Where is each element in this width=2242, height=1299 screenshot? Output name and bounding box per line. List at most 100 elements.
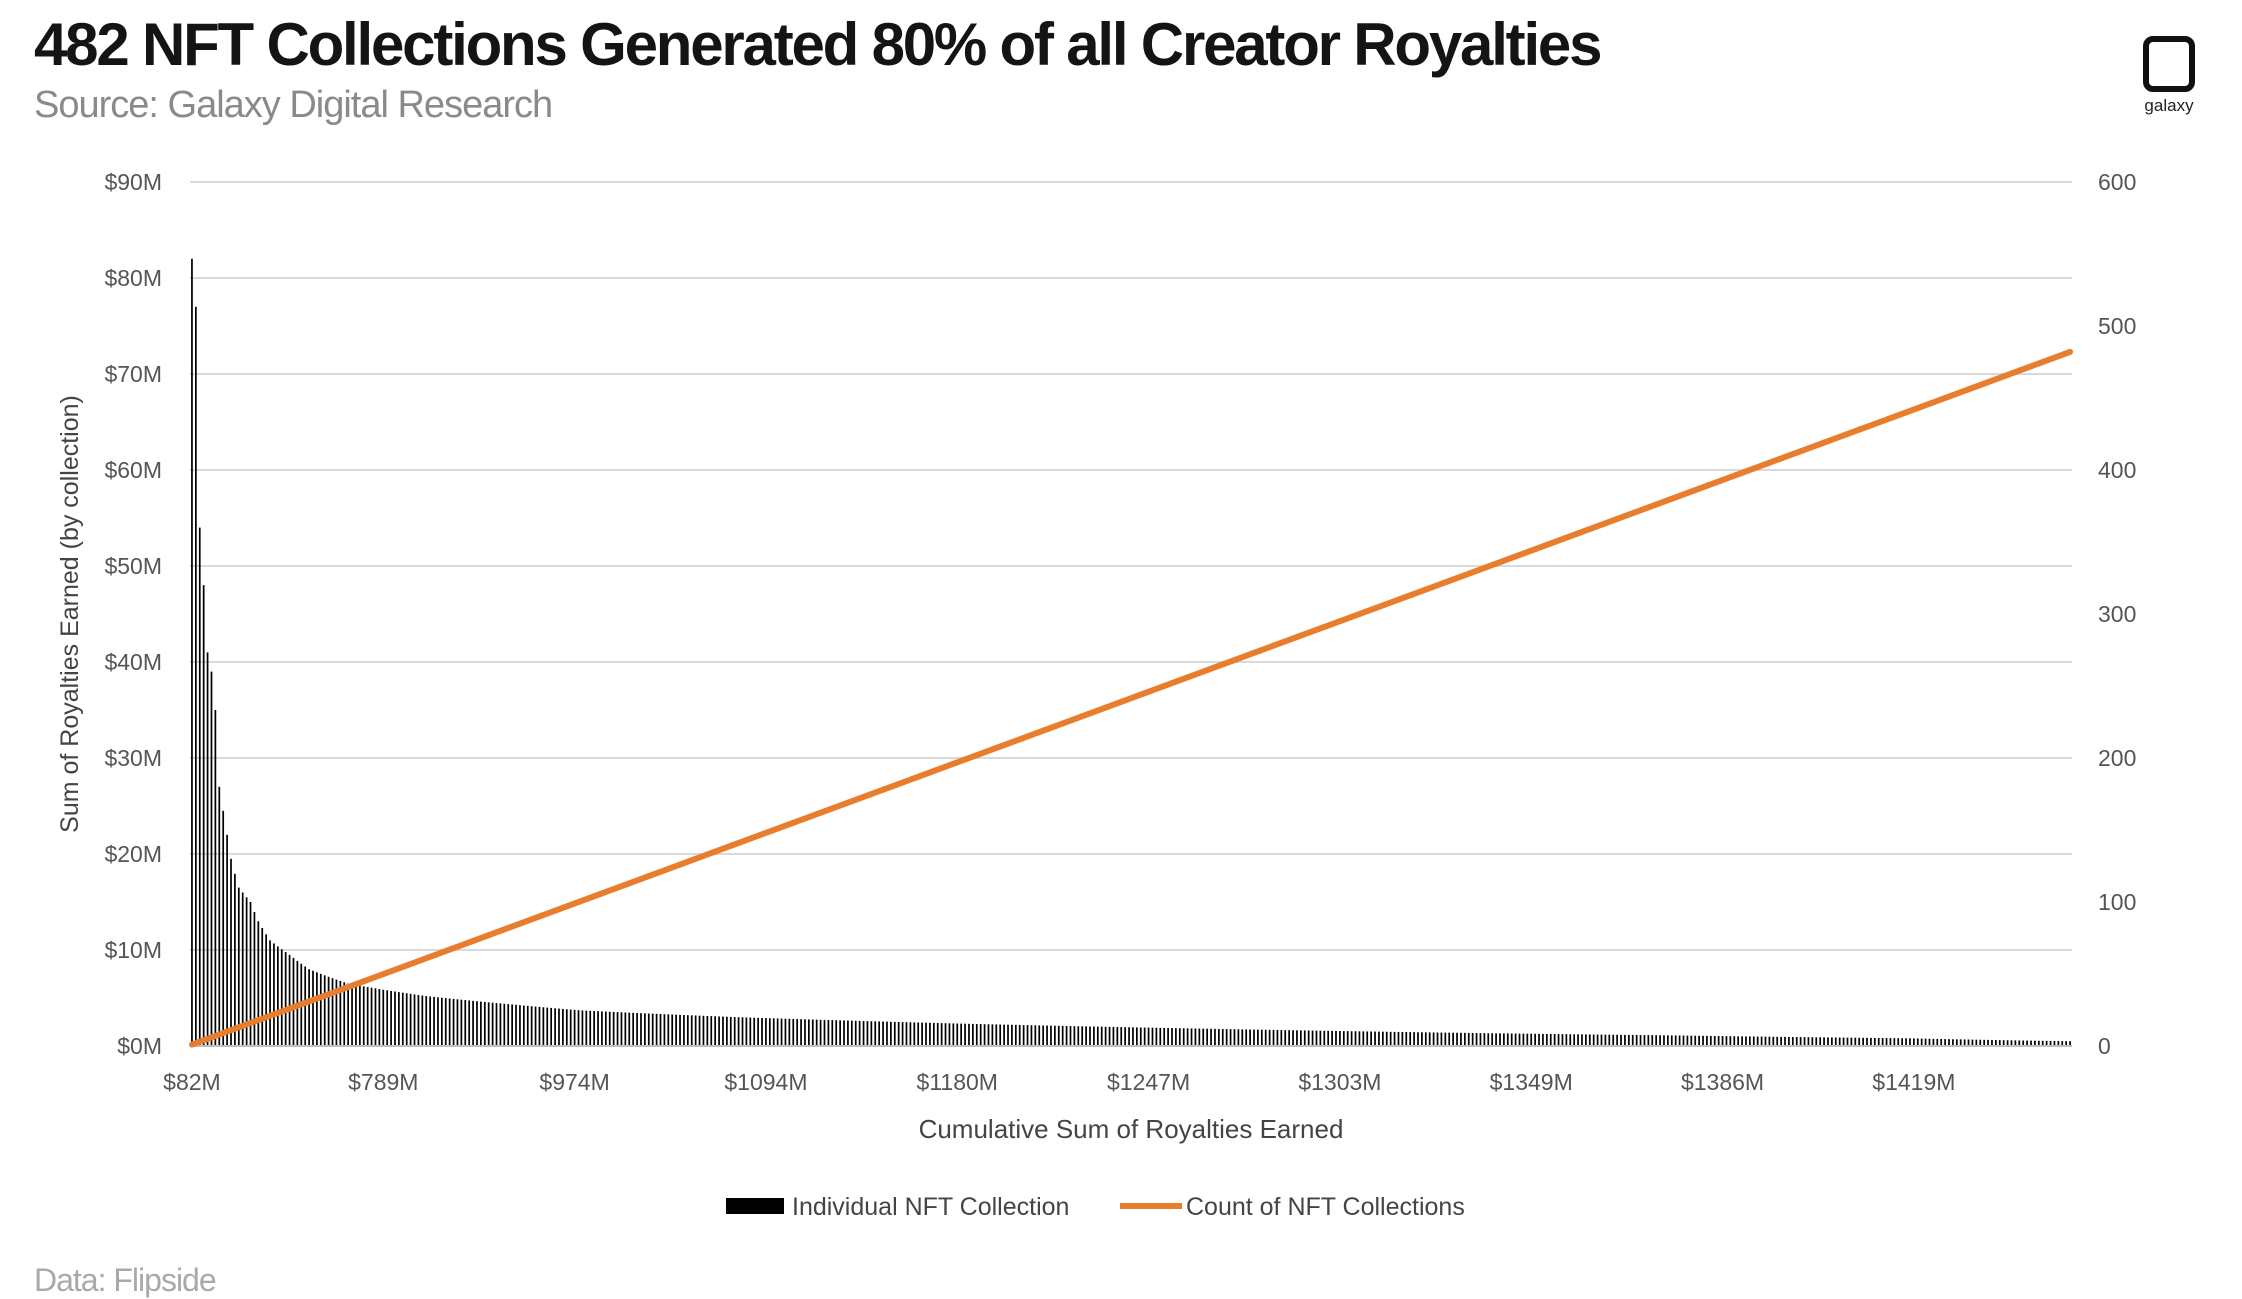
bar (1339, 1031, 1341, 1046)
page-subtitle: Source: Galaxy Digital Research (34, 84, 553, 126)
bar (843, 1020, 845, 1046)
bar (593, 1011, 595, 1046)
bar (1756, 1036, 1759, 1046)
bar (1229, 1029, 1232, 1046)
bar (1881, 1038, 1884, 1046)
bar (269, 940, 271, 1046)
bar (284, 952, 287, 1046)
bar (491, 1002, 494, 1046)
bar (1924, 1038, 1927, 1046)
bar (776, 1018, 779, 1046)
bar (1913, 1038, 1915, 1046)
bar (975, 1024, 978, 1046)
bar (870, 1021, 873, 1046)
bar (897, 1021, 900, 1046)
bar (237, 887, 240, 1046)
bar (382, 989, 385, 1046)
y-tick-label: $70M (104, 361, 162, 387)
bar (936, 1023, 939, 1046)
bar (1112, 1026, 1115, 1046)
bar (616, 1012, 619, 1046)
bar (780, 1018, 783, 1046)
bar (448, 998, 451, 1046)
bar (1987, 1039, 1989, 1046)
bar (589, 1010, 592, 1046)
bar (1542, 1033, 1544, 1046)
bar (1698, 1035, 1700, 1046)
bar (1077, 1026, 1080, 1046)
bar (1452, 1032, 1454, 1046)
bar (1463, 1032, 1466, 1046)
bar (761, 1017, 763, 1046)
bar (1214, 1028, 1216, 1046)
bar (663, 1014, 666, 1046)
bar (788, 1018, 791, 1046)
bar (2002, 1040, 2005, 1046)
bar (562, 1008, 564, 1046)
bar (1417, 1032, 1419, 1046)
bar (433, 996, 435, 1046)
bar (671, 1014, 674, 1046)
bar (1670, 1035, 1673, 1046)
bar (1639, 1035, 1642, 1046)
bar (460, 999, 463, 1046)
bar (1682, 1035, 1685, 1046)
bar (241, 892, 244, 1046)
bar (972, 1023, 974, 1046)
bar (804, 1019, 806, 1046)
bar (394, 991, 396, 1046)
bar (1975, 1039, 1978, 1046)
x-tick-label: $1419M (1872, 1069, 1955, 1095)
bar (1901, 1038, 1904, 1046)
bar (1421, 1032, 1423, 1046)
bar (226, 834, 228, 1046)
bar (1768, 1036, 1771, 1046)
bar (1413, 1032, 1415, 1046)
bar (398, 992, 400, 1046)
bar (1370, 1031, 1372, 1046)
bar (1186, 1028, 1189, 1046)
bar (1210, 1028, 1212, 1046)
y-tick-label: $20M (104, 841, 162, 867)
bar (1733, 1036, 1736, 1046)
bar (577, 1010, 580, 1046)
bar (948, 1023, 951, 1046)
bar (765, 1018, 767, 1046)
bar (1120, 1027, 1123, 1046)
bar (1518, 1033, 1521, 1046)
bar (1873, 1037, 1876, 1046)
bar (1307, 1030, 1310, 1046)
bar (2014, 1040, 2017, 1046)
bar (1378, 1031, 1380, 1046)
bar (667, 1014, 670, 1046)
bar (1612, 1034, 1615, 1046)
bar (1678, 1035, 1681, 1046)
bar (1948, 1039, 1950, 1046)
bar (1545, 1033, 1548, 1046)
bar (1268, 1029, 1271, 1046)
bar (1627, 1034, 1630, 1046)
bar (1081, 1026, 1084, 1046)
bar (1776, 1036, 1779, 1046)
bar (1491, 1033, 1494, 1046)
y-tick-label: $40M (104, 649, 162, 675)
bar (702, 1015, 705, 1046)
bar (890, 1021, 892, 1046)
bar (1401, 1031, 1404, 1046)
y2-tick-label: 400 (2098, 457, 2136, 483)
bar (722, 1016, 724, 1046)
bar (729, 1016, 732, 1046)
bar (823, 1019, 826, 1046)
bar (1760, 1036, 1763, 1046)
bar (913, 1022, 916, 1046)
bar (1620, 1034, 1622, 1046)
bar (1557, 1034, 1560, 1046)
bar (1175, 1028, 1177, 1046)
bar (956, 1023, 959, 1046)
bar (796, 1019, 799, 1046)
bar (1460, 1032, 1462, 1046)
bar (1151, 1027, 1154, 1046)
bar (265, 934, 267, 1046)
bar (1772, 1036, 1775, 1046)
bar (1116, 1027, 1119, 1046)
